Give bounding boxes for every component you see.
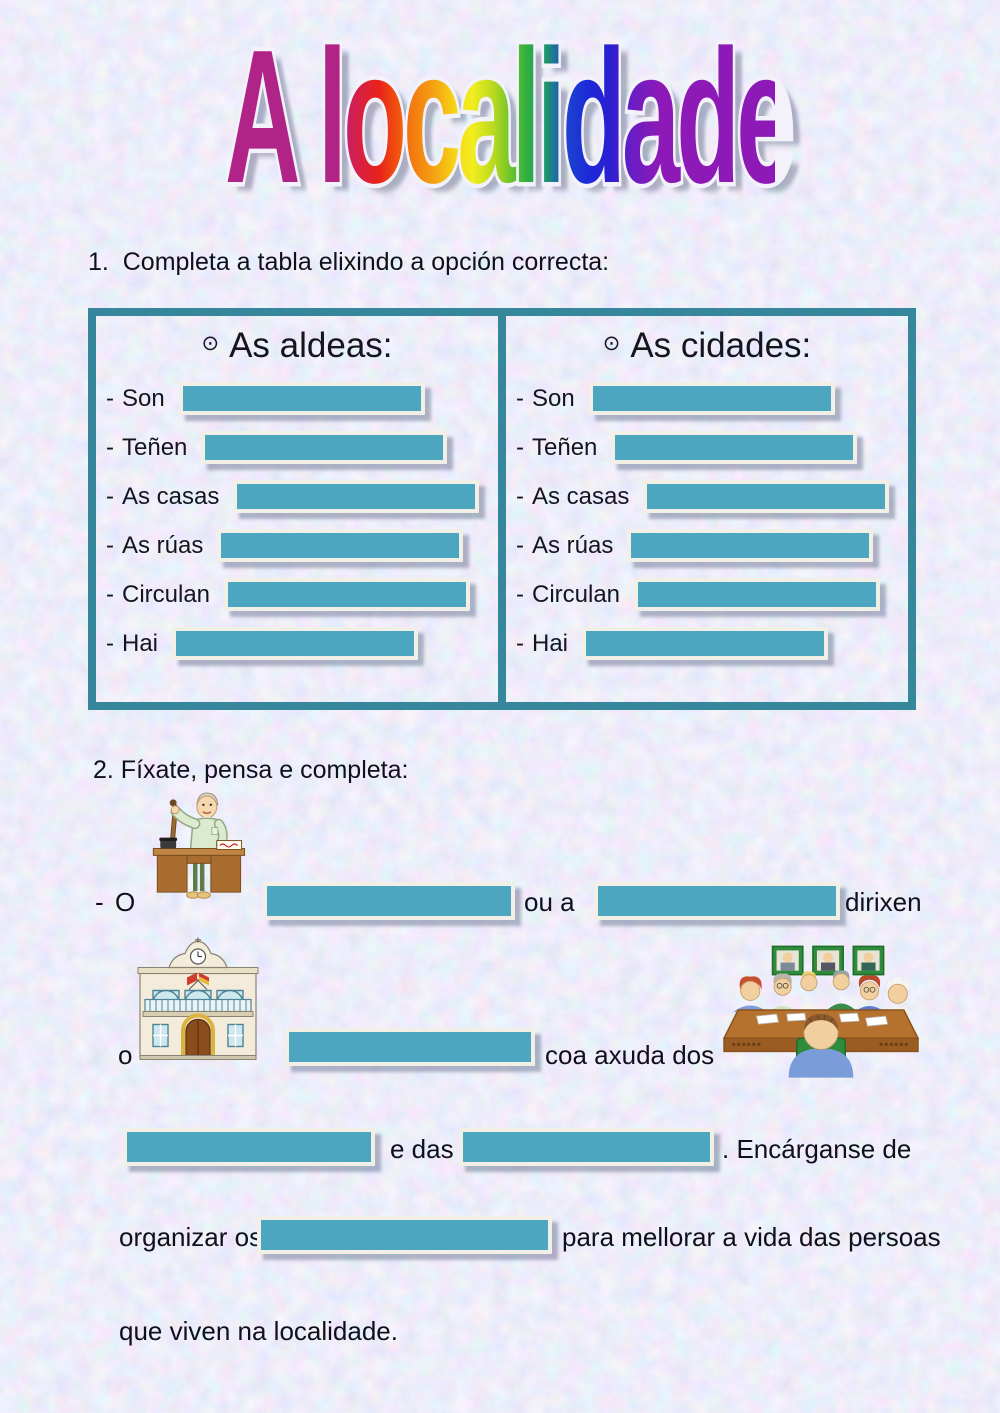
dash: - [106, 580, 114, 608]
dropdown-cidades-tenen[interactable] [611, 431, 858, 464]
bullet-icon: ⊙ [602, 332, 621, 355]
dropdown-cidades-son[interactable] [588, 382, 835, 415]
dash: - [516, 384, 524, 412]
table-row: - Hai [506, 619, 908, 668]
page-title-text: A localidade [225, 11, 794, 223]
line3-between-text: e das [390, 1134, 454, 1164]
row-label: As casas [122, 482, 220, 510]
town-hall-illustration [137, 937, 259, 1060]
row-label: Circulan [532, 580, 621, 608]
table-row: - Teñen [506, 423, 908, 472]
table-row: - As casas [96, 472, 498, 521]
row-label: As rúas [122, 531, 204, 559]
page-title-outline: A localidade [223, 18, 797, 217]
row-label: As casas [532, 482, 630, 510]
dash: - [106, 384, 114, 412]
exercise2-heading: 2. Fíxate, pensa e completa: [93, 756, 409, 784]
dropdown-aldeas-ruas[interactable] [217, 529, 464, 562]
row-label: Son [122, 384, 165, 412]
row-label: Teñen [122, 433, 188, 461]
exercise1-heading: 1. Completa a tabla elixindo a opción co… [88, 248, 610, 276]
table-row: - Circulan [506, 570, 908, 619]
dash: - [106, 629, 114, 657]
column-cidades-header: ⊙ As cidades: [506, 316, 908, 374]
mayor-with-staff-illustration [152, 792, 246, 899]
line1-dash: - [95, 887, 104, 917]
dropdown-aldeas-tenen[interactable] [201, 431, 448, 464]
table-row: - As rúas [506, 521, 908, 570]
dropdown-line3-second[interactable] [459, 1128, 714, 1166]
dropdown-aldeas-hai[interactable] [172, 627, 419, 660]
line4-after-text: para mellorar a vida das persoas [562, 1222, 941, 1252]
bullet-icon: ⊙ [201, 332, 220, 355]
dash: - [516, 629, 524, 657]
line1-between-text: ou a [524, 887, 575, 917]
dash: - [516, 482, 524, 510]
page-title-shadow: A localidade [234, 30, 803, 220]
page-title: A localidade A localidade A localidade [0, 11, 1000, 223]
line1-after-text: dirixen [845, 887, 922, 917]
dropdown-cidades-ruas[interactable] [627, 529, 874, 562]
table-row: - Son [506, 374, 908, 423]
line1-pre-text: O [115, 887, 136, 917]
dropdown-aldeas-circulan[interactable] [224, 578, 471, 611]
line5-text: que viven na localidade. [119, 1316, 398, 1346]
table-row: - Teñen [96, 423, 498, 472]
table-row: - As rúas [96, 521, 498, 570]
dropdown-aldeas-casas[interactable] [233, 480, 480, 513]
table-row: - Hai [96, 619, 498, 668]
row-label: As rúas [532, 531, 614, 559]
dropdown-line2[interactable] [285, 1028, 535, 1066]
line4-pre-text: organizar os [119, 1222, 263, 1252]
dropdown-cidades-circulan[interactable] [634, 578, 881, 611]
dropdown-line1-first[interactable] [263, 882, 515, 920]
table-row: - Circulan [96, 570, 498, 619]
line2-pre-text: o [118, 1040, 133, 1070]
exercise1-table: ⊙ As aldeas: - Son - Teñen - As casas - A… [88, 308, 916, 710]
dropdown-line3-first[interactable] [123, 1128, 375, 1166]
dropdown-aldeas-son[interactable] [178, 382, 425, 415]
council-meeting-illustration [722, 945, 920, 1078]
row-label: Circulan [122, 580, 211, 608]
row-label: Hai [532, 629, 569, 657]
column-aldeas-header: ⊙ As aldeas: [96, 316, 498, 374]
table-row: - Son [96, 374, 498, 423]
dash: - [106, 482, 114, 510]
dash: - [516, 531, 524, 559]
row-label: Teñen [532, 433, 598, 461]
dash: - [516, 433, 524, 461]
dropdown-cidades-casas[interactable] [643, 480, 890, 513]
dropdown-line4[interactable] [257, 1216, 552, 1254]
column-aldeas: ⊙ As aldeas: - Son - Teñen - As casas - A… [96, 316, 498, 702]
dash: - [106, 433, 114, 461]
line3-after-text: . Encárganse de [722, 1134, 912, 1164]
table-row: - As casas [506, 472, 908, 521]
row-label: Hai [122, 629, 159, 657]
column-cidades-title: As cidades: [630, 326, 812, 365]
column-cidades: ⊙ As cidades: - Son - Teñen - As casas - … [498, 316, 908, 702]
line2-after-text: coa axuda dos [545, 1040, 715, 1070]
row-label: Son [532, 384, 575, 412]
dash: - [516, 580, 524, 608]
dash: - [106, 531, 114, 559]
dropdown-line1-second[interactable] [594, 882, 840, 920]
column-aldeas-title: As aldeas: [229, 326, 393, 365]
dropdown-cidades-hai[interactable] [582, 627, 829, 660]
